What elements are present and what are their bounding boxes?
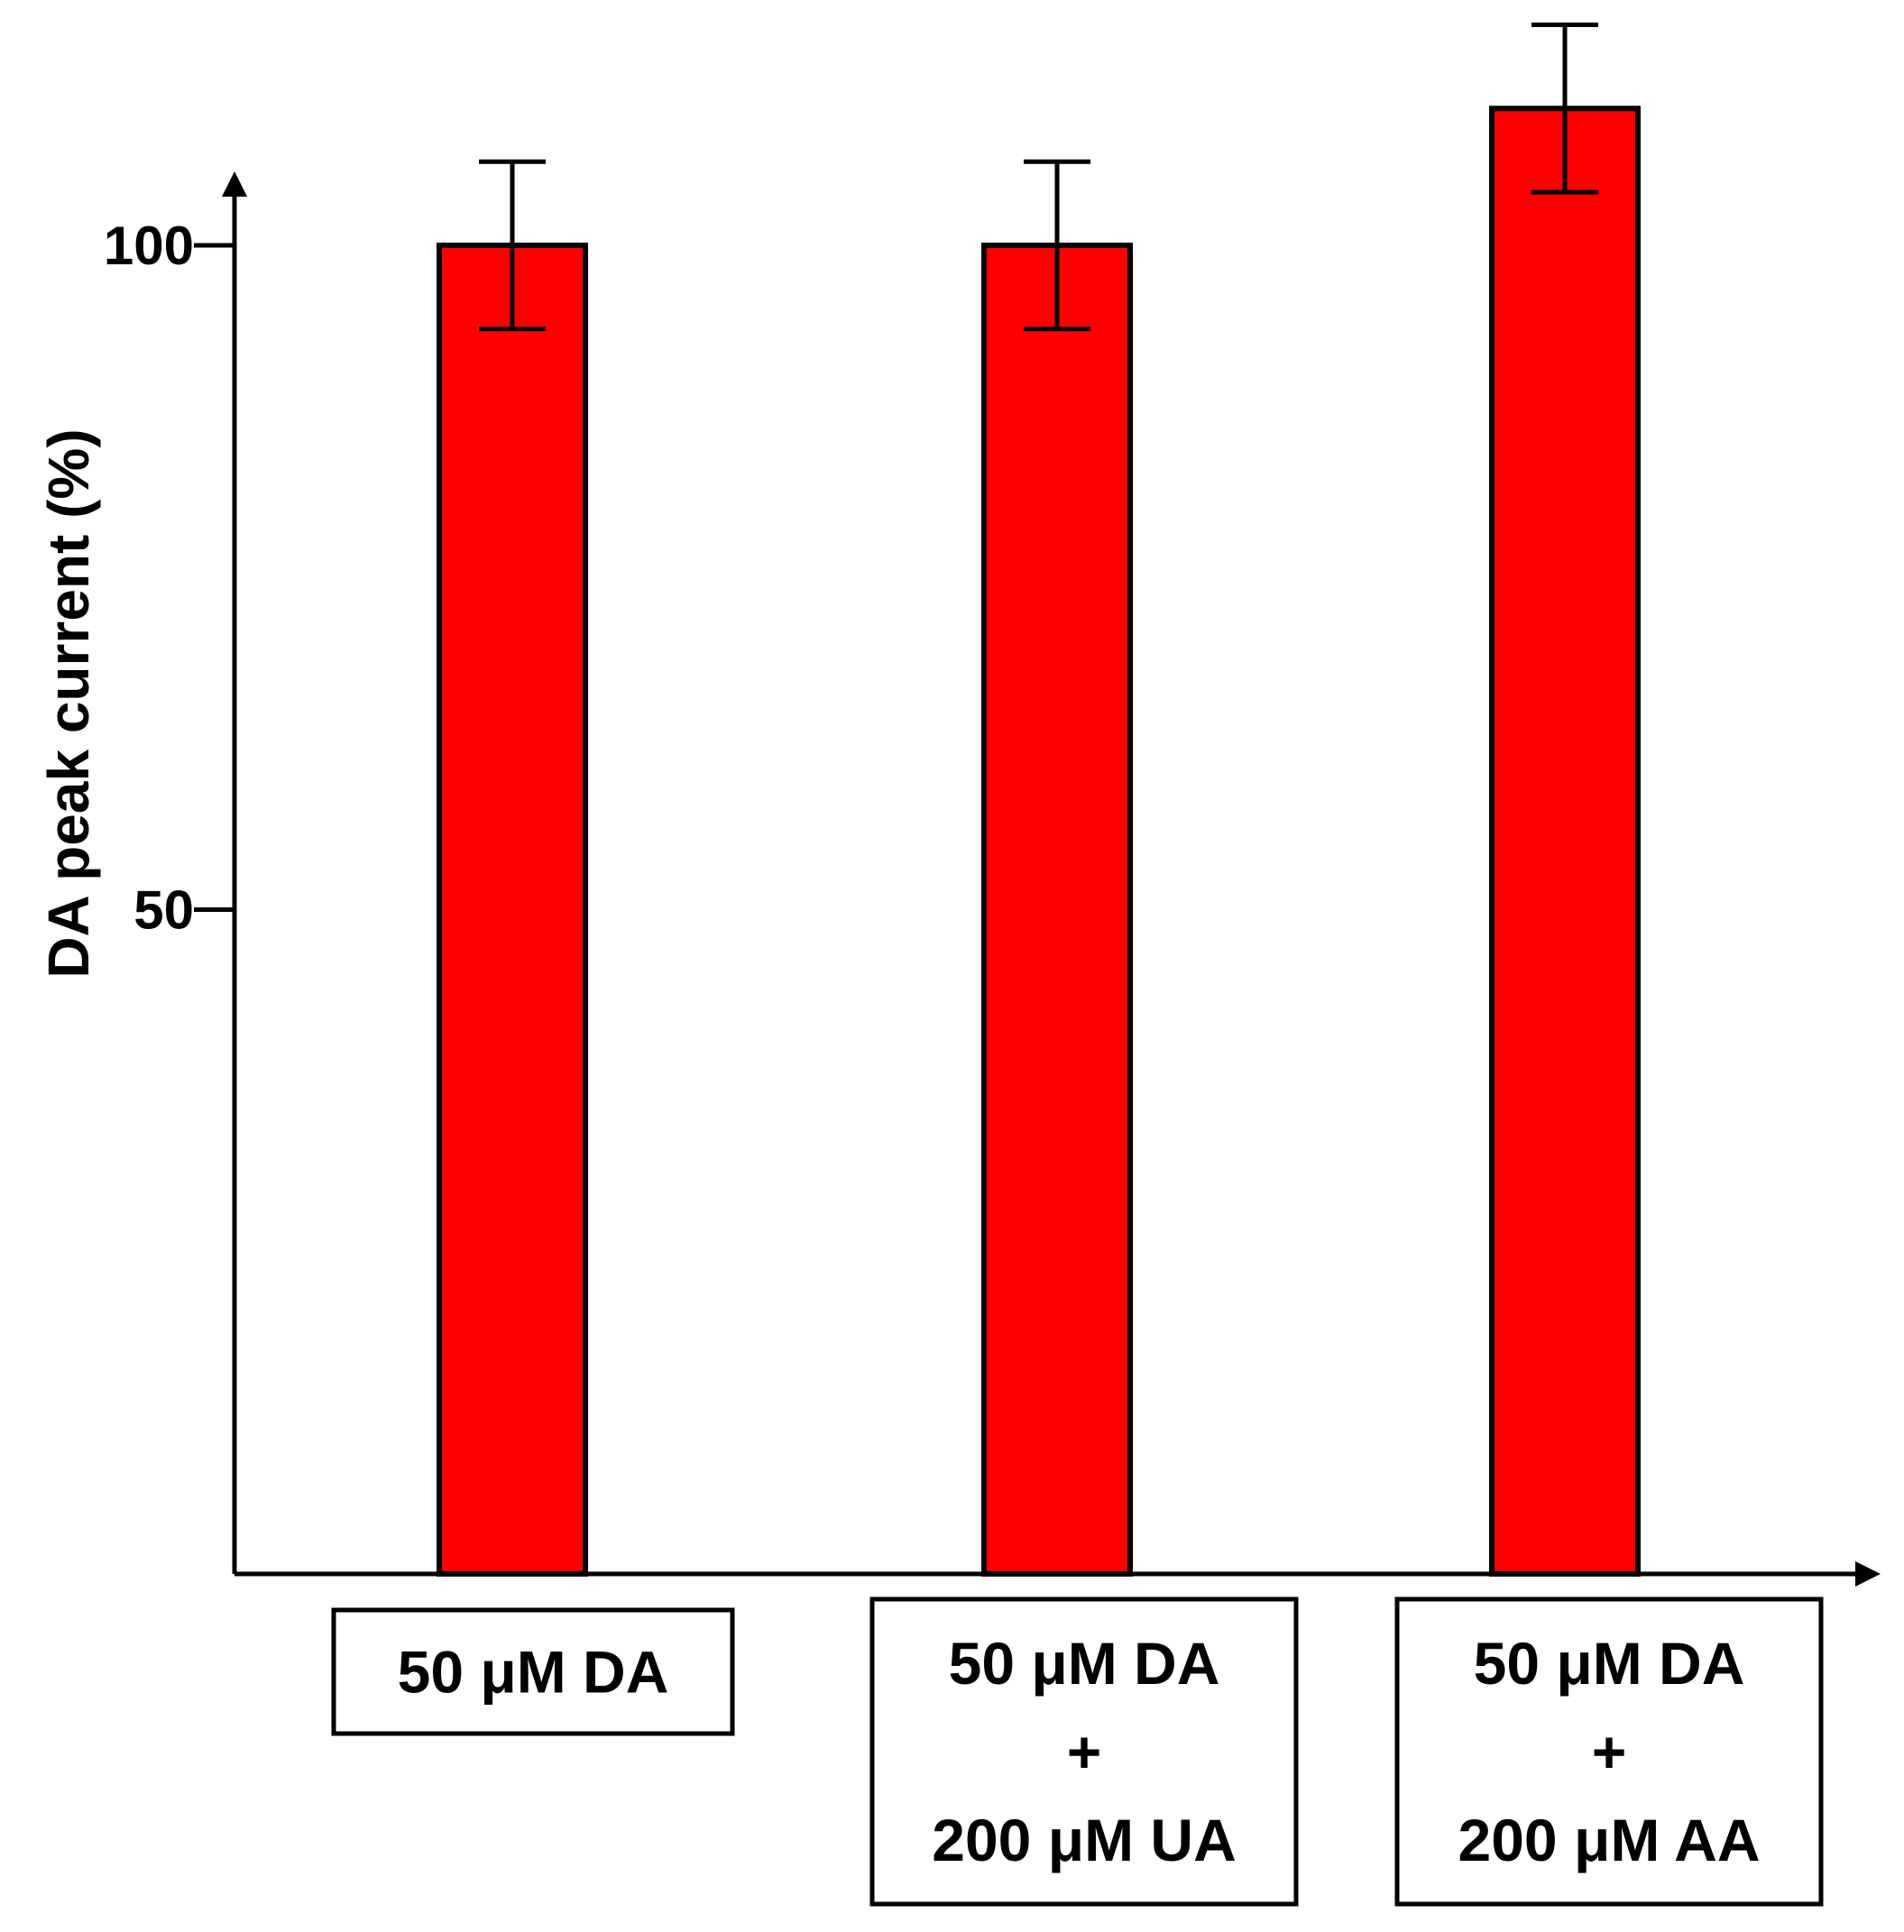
bar-1 — [437, 243, 588, 1577]
y-axis-title: DA peak current (%) — [36, 428, 101, 978]
category-box-frame-3 — [1394, 1596, 1824, 1907]
category-box-2: 50 μM DA +200 μM UA — [869, 1596, 1299, 1907]
category-box-frame-2 — [869, 1596, 1299, 1907]
category-label-3-line-3: 200 μM AA — [1458, 1807, 1760, 1873]
category-label-2-line-3: 200 μM UA — [932, 1807, 1236, 1873]
category-label-2-line-1: 50 μM DA — [949, 1630, 1220, 1697]
category-label-3-line-2: + — [1592, 1718, 1627, 1785]
x-axis-arrow-icon — [1855, 1561, 1881, 1587]
category-label-1-line-1: 50 μM DA — [398, 1639, 669, 1706]
category-label-2-line-2: + — [1067, 1718, 1102, 1785]
category-box-3: 50 μM DA +200 μM AA — [1394, 1596, 1824, 1907]
bar-3 — [1489, 106, 1641, 1577]
error-bars — [479, 22, 1598, 332]
category-label-3-line-1: 50 μM DA — [1474, 1630, 1745, 1697]
category-box-frame-1 — [331, 1607, 735, 1736]
bar-2 — [981, 243, 1133, 1577]
y-tick-label-50: 50 — [133, 880, 194, 941]
category-labels: 50 μM DA 50 μM DA +200 μM UA 50 μM DA +200 μ… — [331, 1596, 1824, 1907]
bars — [437, 106, 1641, 1577]
y-axis-arrow-icon — [222, 171, 247, 197]
category-box-1: 50 μM DA — [331, 1607, 735, 1736]
y-tick-label-100: 100 — [104, 216, 194, 276]
